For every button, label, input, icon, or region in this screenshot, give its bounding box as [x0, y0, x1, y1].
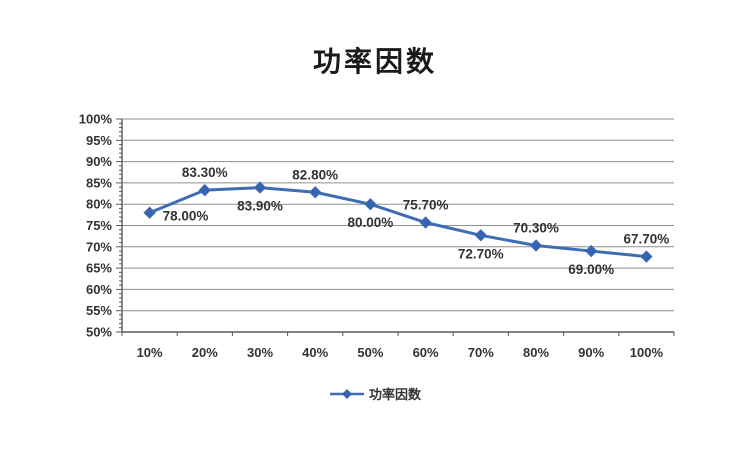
chart-title: 功率因数 [312, 45, 437, 78]
x-tick-label: 100% [630, 345, 664, 360]
data-point-marker [143, 206, 156, 219]
x-tick-label: 80% [523, 345, 549, 360]
data-point-label: 83.90% [237, 199, 283, 214]
data-point-label: 67.70% [624, 232, 670, 247]
data-point-label: 82.80% [292, 167, 338, 182]
y-tick-label: 90% [86, 154, 112, 169]
data-point-label: 72.70% [458, 246, 504, 261]
legend-series-label: 功率因数 [368, 387, 421, 402]
y-tick-label: 65% [86, 261, 112, 276]
x-tick-label: 50% [357, 345, 383, 360]
y-tick-label: 50% [86, 325, 112, 340]
y-tick-label: 60% [86, 282, 112, 297]
data-point-marker [474, 229, 488, 242]
data-point-marker [364, 197, 377, 211]
data-point-label: 80.00% [348, 215, 394, 230]
data-point-marker [584, 244, 598, 258]
x-tick-label: 70% [468, 345, 494, 360]
y-tick-label: 85% [86, 175, 112, 190]
y-tick-label: 80% [86, 197, 112, 212]
x-tick-label: 10% [137, 345, 163, 360]
data-point-marker [198, 183, 212, 197]
series-line [148, 186, 648, 259]
y-tick-label: 95% [86, 133, 112, 148]
y-tick-label: 70% [86, 239, 112, 254]
legend-series-marker-icon [329, 388, 364, 399]
y-tick-label: 100% [79, 112, 113, 127]
data-point-label: 70.30% [513, 221, 559, 236]
x-tick-label: 40% [302, 345, 328, 360]
data-point-label: 83.30% [182, 165, 228, 180]
x-tick-label: 60% [413, 345, 439, 360]
x-tick-label: 30% [247, 345, 273, 360]
x-tick-label: 20% [192, 345, 218, 360]
data-point-marker [308, 186, 322, 199]
data-point-label: 75.70% [403, 198, 449, 213]
data-point-label: 78.00% [163, 209, 209, 224]
data-point-marker [529, 239, 543, 252]
y-tick-label: 55% [86, 303, 112, 318]
y-tick-label: 75% [86, 218, 112, 233]
data-point-marker [253, 181, 267, 194]
data-point-label: 69.00% [568, 262, 614, 277]
data-point-marker [419, 216, 432, 229]
legend: 功率因数 [0, 384, 750, 403]
data-point-marker [640, 250, 653, 263]
x-tick-label: 90% [578, 345, 604, 360]
